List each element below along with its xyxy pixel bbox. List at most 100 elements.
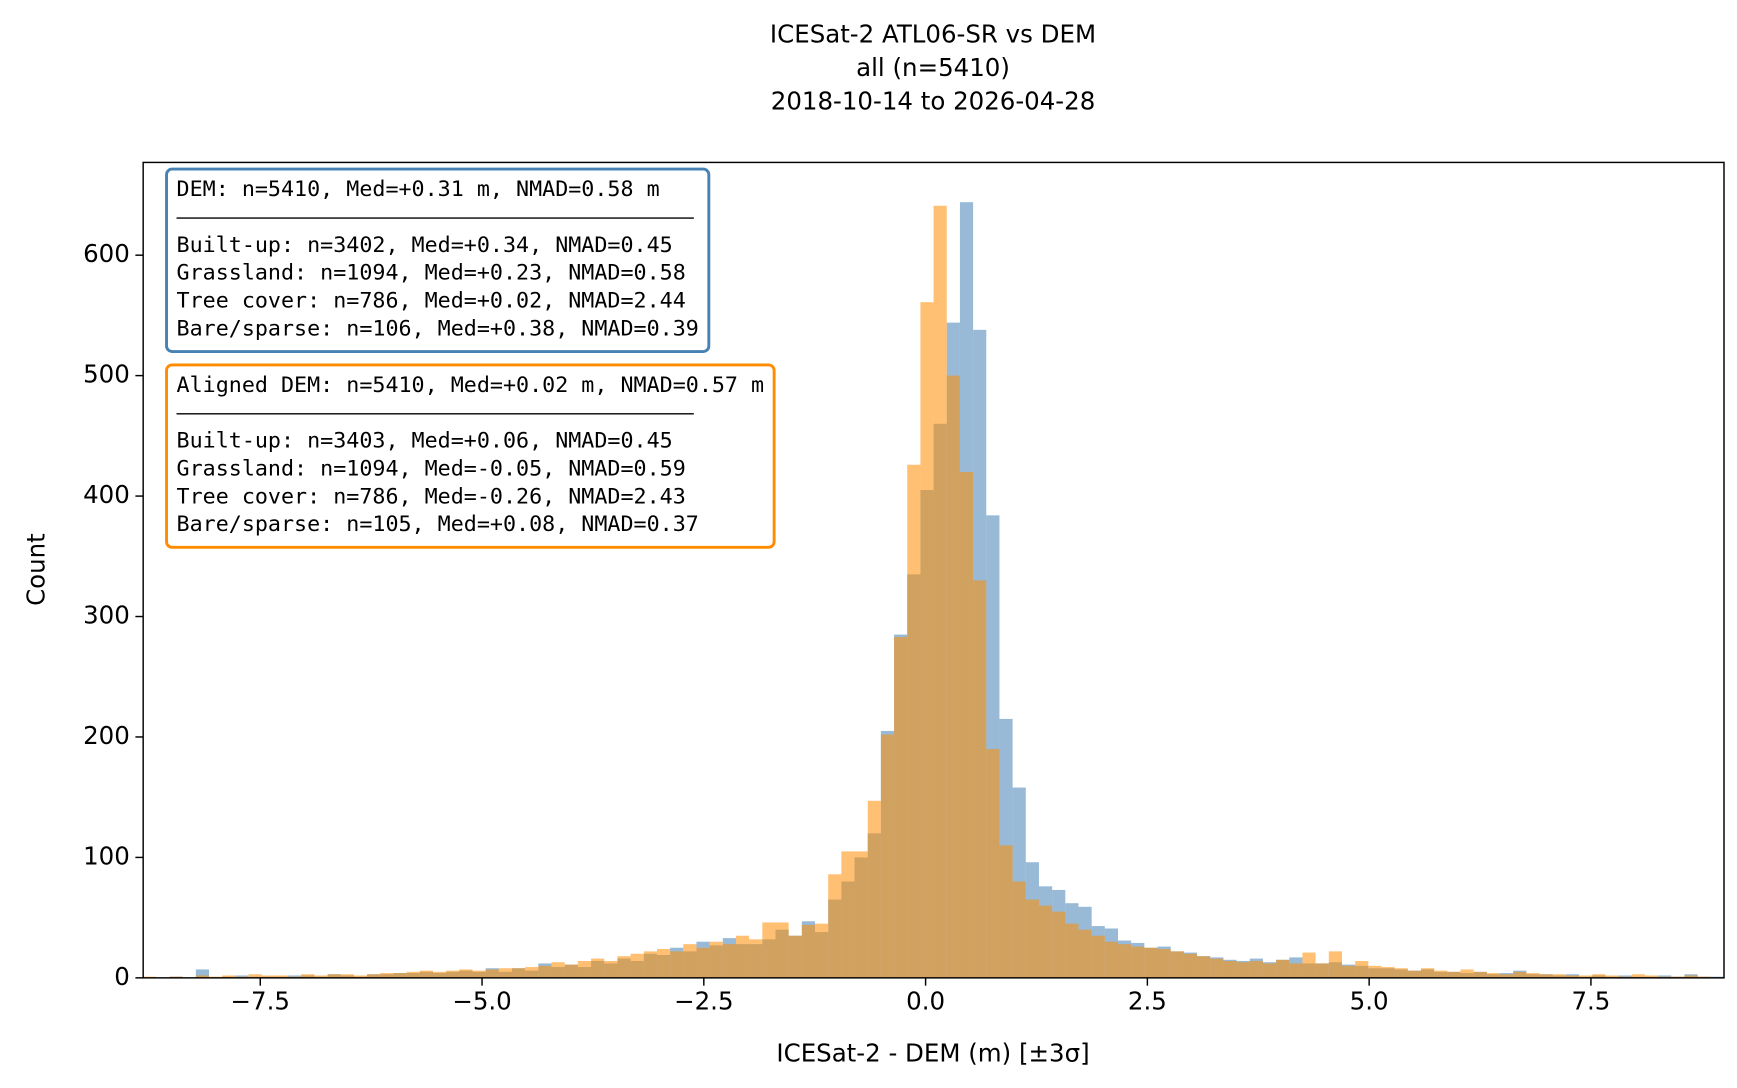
- histogram-bar: [1262, 963, 1277, 978]
- annotation-box: DEM: n=5410, Med=+0.31 m, NMAD=0.58 m Bui…: [165, 167, 711, 353]
- annotation-line: Bare/sparse: n=106, Med=+0.38, NMAD=0.39: [177, 316, 699, 341]
- histogram-bar: [1644, 975, 1659, 978]
- histogram-bar: [986, 749, 1000, 978]
- histogram-bar: [1131, 946, 1145, 978]
- annotation-box: Aligned DEM: n=5410, Med=+0.02 m, NMAD=0…: [165, 363, 776, 549]
- histogram-bar: [591, 958, 605, 978]
- histogram-bar: [1513, 971, 1527, 978]
- histogram-bar: [327, 974, 341, 978]
- x-axis-label: ICESat-2 - DEM (m) [±3σ]: [776, 1039, 1089, 1068]
- annotation-header: Aligned DEM: n=5410, Med=+0.02 m, NMAD=0…: [177, 373, 765, 398]
- histogram-bar: [446, 970, 460, 978]
- histogram-bar: [630, 953, 644, 978]
- annotation-line: Bare/sparse: n=105, Med=+0.08, NMAD=0.37: [177, 512, 699, 537]
- histogram-bar: [1605, 975, 1619, 978]
- histogram-bar: [735, 935, 750, 978]
- histogram-bar: [1104, 941, 1119, 978]
- y-tick-label: 300: [83, 601, 130, 630]
- chart-subtitle: 2018-10-14 to 2026-04-28: [771, 86, 1096, 115]
- histogram-bar: [1223, 961, 1237, 978]
- annotation-line: Grassland: n=1094, Med=-0.05, NMAD=0.59: [177, 456, 686, 481]
- histogram-bar: [1500, 974, 1514, 978]
- histogram-bar: [1276, 959, 1290, 978]
- histogram-bar: [340, 974, 354, 978]
- histogram-bar: [1460, 969, 1474, 978]
- histogram-bar: [274, 975, 289, 978]
- histogram-bar: [577, 961, 592, 978]
- histogram-bar: [920, 302, 934, 978]
- x-tick-label: 5.0: [1350, 986, 1389, 1015]
- histogram-bar: [235, 975, 249, 978]
- annotation-line: Built-up: n=3403, Med=+0.06, NMAD=0.45: [177, 429, 673, 454]
- histogram-bar: [709, 941, 723, 978]
- histogram-bar: [1197, 956, 1211, 978]
- histogram-bar: [564, 964, 578, 978]
- histogram-bar: [406, 971, 420, 978]
- histogram-bar: [722, 944, 736, 978]
- histogram-bar: [485, 969, 499, 978]
- histogram-bar: [828, 874, 842, 978]
- histogram-bar: [222, 975, 236, 978]
- histogram-bar: [1038, 905, 1053, 978]
- chart-subtitle: all (n=5410): [856, 53, 1010, 82]
- histogram-bar: [907, 464, 921, 978]
- histogram-bar: [1012, 881, 1026, 978]
- histogram-bar: [1091, 935, 1105, 978]
- histogram-bar: [248, 974, 262, 978]
- histogram-bar: [670, 951, 684, 978]
- annotation-line: Grassland: n=1094, Med=+0.23, NMAD=0.58: [177, 261, 686, 286]
- annotation-header: DEM: n=5410, Med=+0.31 m, NMAD=0.58 m: [177, 177, 660, 202]
- histogram-bar: [1249, 961, 1263, 978]
- histogram-bar: [1065, 923, 1079, 978]
- histogram-bar: [999, 845, 1013, 978]
- histogram-bar: [894, 636, 908, 978]
- histogram-bar: [498, 968, 513, 978]
- histogram-bar: [1355, 961, 1369, 978]
- histogram-bar: [393, 973, 407, 978]
- x-tick-label: −5.0: [452, 986, 511, 1015]
- bars: [143, 202, 1724, 978]
- y-tick-label: 100: [83, 841, 130, 870]
- histogram-bar: [1078, 929, 1092, 978]
- histogram-bar: [1289, 963, 1303, 978]
- histogram-bar: [617, 956, 631, 978]
- histogram-bar: [775, 922, 789, 978]
- histogram-bar: [1407, 970, 1422, 978]
- x-tick-label: −7.5: [231, 986, 290, 1015]
- histogram-bar: [1381, 967, 1395, 978]
- y-tick-label: 400: [83, 480, 130, 509]
- histogram-bar: [1302, 952, 1316, 978]
- histogram-bar: [1328, 951, 1342, 978]
- histogram-bar: [353, 975, 368, 978]
- histogram-bar: [380, 973, 394, 978]
- x-tick-label: 0.0: [906, 986, 945, 1015]
- histogram-bar: [762, 922, 776, 978]
- histogram-bar: [683, 944, 697, 978]
- histogram-bar: [959, 471, 974, 978]
- y-tick-label: 0: [114, 962, 130, 991]
- histogram-bar: [1447, 971, 1461, 978]
- histogram-bar: [1565, 975, 1580, 978]
- histogram-bar: [551, 962, 565, 978]
- histogram-bar: [419, 970, 433, 978]
- histogram-bar: [432, 971, 447, 978]
- y-tick-label: 200: [83, 721, 130, 750]
- histogram-bar: [1684, 975, 1698, 978]
- histogram-bar: [801, 924, 816, 978]
- histogram-bar: [1157, 948, 1171, 978]
- y-tick-label: 600: [83, 239, 130, 268]
- histogram-bar: [459, 969, 473, 978]
- histogram-bar: [288, 975, 302, 978]
- chart-title: ICESat-2 ATL06-SR vs DEM: [770, 20, 1096, 49]
- x-tick-label: −2.5: [674, 986, 733, 1015]
- histogram-bar: [1592, 974, 1606, 978]
- annotation-line: Tree cover: n=786, Med=+0.02, NMAD=2.44: [177, 288, 686, 313]
- histogram-bar: [1434, 970, 1448, 978]
- histogram-bar: [749, 939, 763, 978]
- histogram-bar: [1144, 947, 1158, 978]
- histogram-bar: [1118, 944, 1132, 978]
- histogram-bar: [1210, 958, 1224, 978]
- y-tick-label: 500: [83, 360, 130, 389]
- histogram-bar: [696, 947, 710, 978]
- histogram-bar: [1315, 963, 1329, 978]
